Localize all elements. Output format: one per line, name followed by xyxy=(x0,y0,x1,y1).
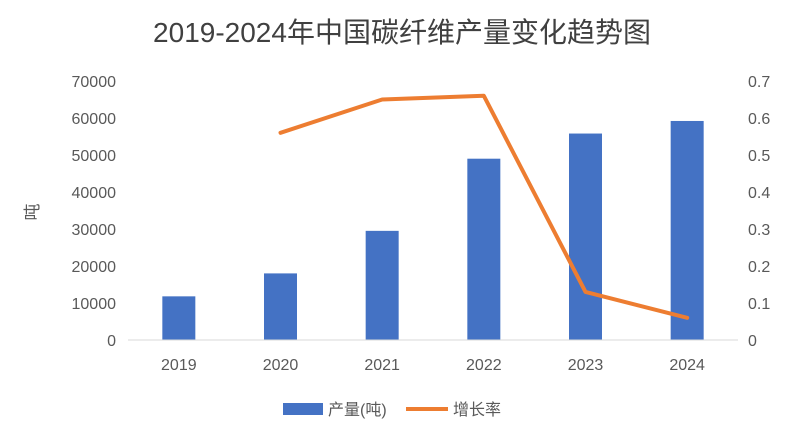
y2-tick-label: 0.6 xyxy=(748,111,770,128)
legend-label-bar: 产量(吨) xyxy=(328,401,387,419)
y2-tick-label: 0 xyxy=(748,333,757,350)
y2-tick-label: 0.1 xyxy=(748,296,770,313)
y-tick-label: 0 xyxy=(107,333,116,350)
y-tick-label: 50000 xyxy=(72,148,117,165)
y2-tick-label: 0.2 xyxy=(748,259,770,276)
bar xyxy=(670,120,704,341)
bar xyxy=(365,230,399,340)
y-tick-label: 40000 xyxy=(72,185,117,202)
legend-swatch-bar xyxy=(283,403,323,415)
y-tick-label: 20000 xyxy=(72,259,117,276)
y2-axis-ticks: 0 0.1 0.2 0.3 0.4 0.5 0.6 0.7 xyxy=(748,74,770,350)
bar xyxy=(467,158,501,340)
y-axis-ticks: 0 10000 20000 30000 40000 50000 60000 70000 xyxy=(72,74,117,350)
bar xyxy=(162,296,196,340)
y-tick-label: 60000 xyxy=(72,111,117,128)
chart-title: 2019-2024年中国碳纤维产量变化趋势图 xyxy=(153,17,651,48)
legend: 产量(吨) 增长率 xyxy=(283,401,501,419)
x-tick-label: 2019 xyxy=(161,357,197,374)
y2-tick-label: 0.3 xyxy=(748,222,770,239)
line-series xyxy=(278,93,690,320)
legend-label-line: 增长率 xyxy=(453,401,501,419)
x-tick-label: 2020 xyxy=(263,357,299,374)
x-tick-label: 2022 xyxy=(466,357,502,374)
bar xyxy=(264,273,297,340)
y-tick-label: 70000 xyxy=(72,74,117,91)
x-tick-label: 2023 xyxy=(568,357,604,374)
y-tick-label: 30000 xyxy=(72,222,117,239)
x-tick-label: 2021 xyxy=(364,357,400,374)
y2-tick-label: 0.4 xyxy=(748,185,770,202)
y-tick-label: 10000 xyxy=(72,296,117,313)
bar-series xyxy=(162,120,704,341)
y2-tick-label: 0.5 xyxy=(748,148,770,165)
x-axis-ticks: 2019 2020 2021 2022 2023 2024 xyxy=(161,357,705,374)
y-axis-label: 吨 xyxy=(23,204,42,221)
y2-tick-label: 0.7 xyxy=(748,74,770,91)
bar xyxy=(569,133,602,340)
x-tick-label: 2024 xyxy=(669,357,705,374)
